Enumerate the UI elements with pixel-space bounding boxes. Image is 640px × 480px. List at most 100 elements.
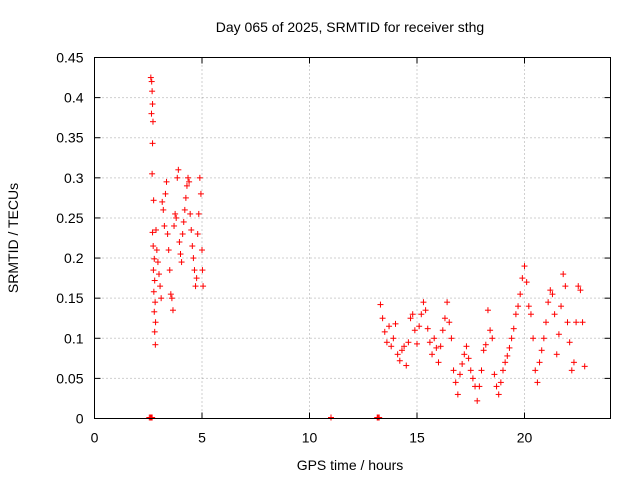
data-point (461, 351, 468, 358)
data-point (418, 311, 425, 318)
data-point (183, 182, 190, 189)
y-tick-label: 0.4 (64, 90, 84, 106)
data-point (151, 277, 158, 284)
data-point (153, 247, 160, 254)
data-point (530, 335, 537, 342)
data-point (463, 343, 470, 350)
data-point (176, 239, 183, 246)
y-tick-label: 0.05 (56, 370, 83, 386)
y-tick-label: 0.15 (56, 290, 83, 306)
x-tick-label: 10 (302, 430, 318, 446)
data-point (163, 178, 170, 185)
data-point (564, 319, 571, 326)
data-point (433, 344, 440, 351)
data-point (502, 359, 509, 366)
data-point (407, 315, 414, 322)
data-point (452, 379, 459, 386)
data-point (169, 307, 176, 314)
data-point (147, 74, 154, 81)
data-point (191, 267, 198, 274)
data-point (386, 323, 393, 330)
data-point (149, 101, 156, 108)
data-point (148, 78, 155, 85)
data-point (437, 343, 444, 350)
data-point (173, 214, 180, 221)
data-point (439, 327, 446, 334)
data-point (390, 335, 397, 342)
data-point (487, 327, 494, 334)
x-axis-label: GPS time / hours (297, 457, 404, 473)
data-point (190, 255, 197, 262)
data-point (426, 339, 433, 346)
zero-point (149, 414, 156, 421)
data-point (568, 367, 575, 374)
plot-frame (94, 57, 611, 419)
data-point (467, 367, 474, 374)
data-point (577, 287, 584, 294)
data-point (152, 299, 159, 306)
data-point (416, 323, 423, 330)
data-point (152, 319, 159, 326)
data-point (551, 311, 558, 318)
data-point (424, 325, 431, 332)
data-point (506, 344, 513, 351)
data-point (178, 259, 185, 266)
data-point (171, 222, 178, 229)
grid-layer (94, 57, 611, 419)
data-point (175, 166, 182, 173)
data-point (555, 331, 562, 338)
data-point (185, 174, 192, 181)
data-point (422, 307, 429, 314)
data-point (465, 355, 472, 362)
data-point (525, 303, 532, 310)
data-point (158, 295, 165, 302)
data-point (497, 379, 504, 386)
data-point (188, 226, 195, 233)
data-point (174, 174, 181, 181)
data-point (553, 351, 560, 358)
data-point (160, 206, 167, 213)
data-point (156, 271, 162, 278)
data-point (457, 371, 463, 378)
data-point (199, 247, 205, 254)
data-point (441, 315, 448, 322)
data-point (149, 118, 156, 125)
data-point (566, 339, 573, 346)
data-point (194, 230, 201, 237)
points-layer (146, 74, 588, 421)
data-point (379, 315, 386, 322)
data-point (493, 383, 500, 390)
data-point (167, 291, 174, 298)
data-point (581, 363, 588, 370)
data-point (560, 271, 567, 278)
data-point (381, 328, 388, 335)
y-tick-label: 0.45 (56, 50, 83, 66)
data-point (500, 367, 506, 374)
data-point (148, 110, 155, 117)
data-point (388, 343, 395, 350)
data-point (150, 243, 157, 250)
data-point (512, 311, 519, 318)
data-point (392, 320, 399, 327)
y-tick-label: 0.2 (64, 250, 84, 266)
data-point (157, 283, 164, 290)
data-point (187, 210, 194, 217)
data-point (192, 283, 199, 290)
data-point (152, 226, 159, 233)
data-point (532, 367, 539, 374)
data-point (159, 198, 166, 205)
data-point (177, 251, 184, 258)
data-point (405, 339, 412, 346)
data-point (562, 283, 569, 290)
data-point (151, 308, 158, 315)
data-point (579, 319, 586, 326)
data-point (162, 190, 169, 197)
data-point (193, 275, 200, 282)
data-point (149, 229, 156, 236)
data-point (166, 267, 173, 274)
data-point (383, 339, 390, 346)
data-point (172, 210, 179, 217)
data-point (403, 362, 410, 369)
zero-point (328, 414, 334, 421)
data-point (409, 311, 416, 318)
